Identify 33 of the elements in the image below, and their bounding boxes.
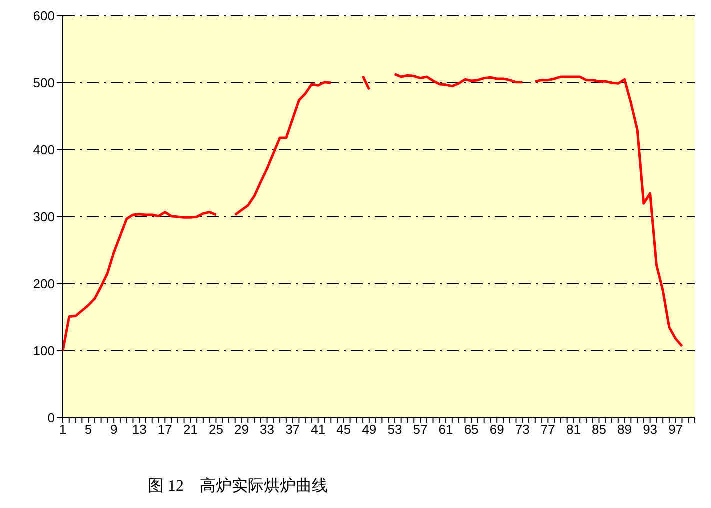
y-tick-label: 400 — [33, 142, 55, 158]
x-tick-label: 57 — [413, 422, 428, 438]
x-tick-label: 33 — [260, 422, 275, 438]
x-tick-label: 77 — [540, 422, 556, 438]
x-tick-label: 97 — [668, 422, 684, 438]
x-tick-label: 29 — [234, 422, 249, 438]
x-tick-label: 93 — [643, 422, 658, 438]
x-tick-label: 25 — [208, 422, 224, 438]
x-tick-label: 37 — [286, 422, 300, 438]
y-tick-label: 0 — [48, 410, 55, 426]
x-tick-label: 1 — [59, 422, 67, 438]
x-tick-label: 45 — [336, 422, 352, 438]
y-tick-label: 500 — [33, 76, 55, 91]
x-tick-label: 69 — [490, 422, 504, 438]
y-tick-label: 300 — [33, 210, 55, 225]
x-tick-label: 13 — [132, 422, 147, 438]
x-tick-label: 41 — [311, 422, 326, 438]
x-tick-label: 21 — [183, 422, 198, 438]
y-tick-label: 200 — [33, 276, 55, 292]
x-tick-label: 53 — [388, 422, 402, 438]
x-tick-label: 85 — [592, 422, 606, 438]
text: 图 12 高炉实际烘炉曲线 — [148, 476, 329, 497]
x-tick-label: 81 — [566, 422, 581, 438]
y-tick-label: 600 — [33, 8, 55, 24]
x-tick-label: 61 — [438, 422, 454, 438]
y-tick-label: 100 — [33, 344, 55, 359]
x-tick-label: 17 — [158, 422, 172, 438]
x-tick-label: 73 — [515, 422, 530, 438]
x-tick-label: 49 — [362, 422, 377, 438]
x-tick-label: 5 — [84, 422, 92, 438]
x-tick-label: 65 — [464, 422, 479, 438]
x-tick-label: 89 — [618, 422, 632, 438]
x-tick-label: 9 — [110, 422, 118, 438]
